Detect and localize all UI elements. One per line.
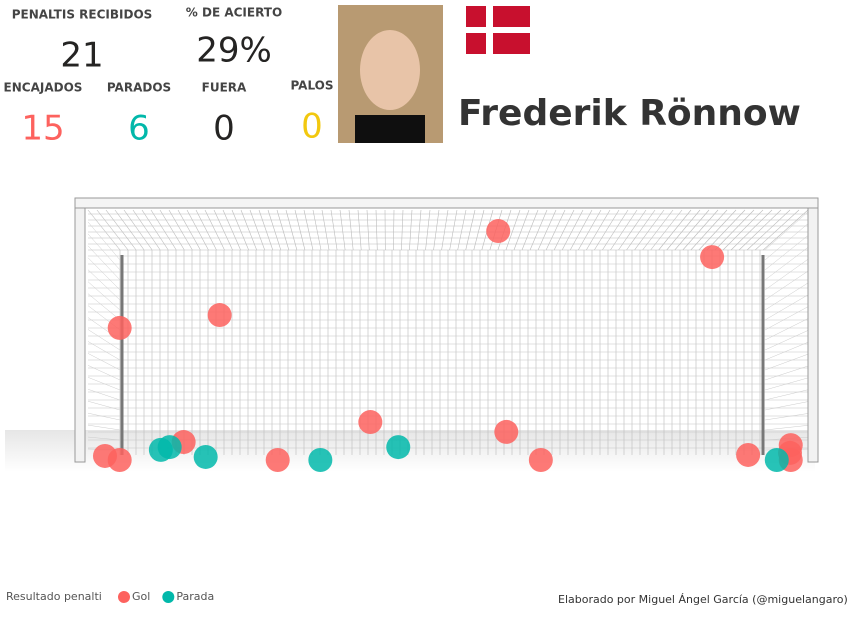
- penalty-point: [108, 448, 132, 472]
- stat-value: 15: [21, 109, 64, 149]
- post: [808, 198, 818, 462]
- penalty-point: [358, 410, 382, 434]
- credit: Elaborado por Miguel Ángel García (@migu…: [558, 593, 848, 606]
- net: [765, 294, 810, 320]
- penalty-point: [765, 448, 789, 472]
- net: [88, 389, 120, 400]
- stat-value: 0: [301, 107, 323, 147]
- net: [765, 306, 810, 330]
- stat-label: % DE ACIERTO: [186, 6, 282, 20]
- net: [765, 389, 810, 400]
- crossbar: [75, 198, 818, 208]
- net: [88, 425, 120, 430]
- net: [88, 377, 120, 390]
- penalty-point: [386, 435, 410, 459]
- legend-label: Gol: [132, 590, 150, 603]
- penalty-point: [736, 443, 760, 467]
- stat-label: PENALTIS RECIBIDOS: [12, 8, 153, 22]
- penalty-point: [700, 245, 724, 269]
- stat-value: 6: [128, 109, 150, 149]
- legend-title: Resultado penalti: [6, 590, 102, 603]
- flag: [466, 6, 530, 54]
- penalty-point: [529, 448, 553, 472]
- net: [765, 425, 810, 430]
- net: [88, 222, 120, 260]
- net: [88, 401, 120, 410]
- net: [765, 318, 810, 340]
- penalty-point: [308, 448, 332, 472]
- legend-label: Parada: [176, 590, 214, 603]
- stat-label: PARADOS: [107, 81, 171, 95]
- player-name: Frederik Rönnow: [458, 93, 801, 134]
- net: [765, 234, 810, 270]
- net: [765, 377, 810, 390]
- player-photo-face: [360, 30, 420, 110]
- penalty-point: [208, 303, 232, 327]
- penalty-point: [494, 420, 518, 444]
- legend-marker: [118, 591, 130, 603]
- net: [765, 413, 810, 420]
- stat-value: 29%: [196, 31, 272, 71]
- player-photo-shirt: [355, 115, 425, 143]
- legend-marker: [162, 591, 174, 603]
- stat-label: PALOS: [290, 79, 333, 93]
- net: [765, 222, 810, 260]
- stat-value: 21: [60, 36, 103, 76]
- penalty-point: [194, 445, 218, 469]
- net: [765, 330, 810, 350]
- penalty-point: [158, 435, 182, 459]
- net: [88, 413, 120, 420]
- penalty-point: [486, 219, 510, 243]
- penalty-point: [108, 316, 132, 340]
- penalty-point: [266, 448, 290, 472]
- net: [765, 401, 810, 410]
- stat-label: ENCAJADOS: [4, 81, 83, 95]
- stat-label: FUERA: [202, 81, 247, 95]
- net: [88, 234, 120, 270]
- post: [75, 198, 85, 462]
- net: [88, 294, 120, 320]
- stat-value: 0: [213, 109, 235, 149]
